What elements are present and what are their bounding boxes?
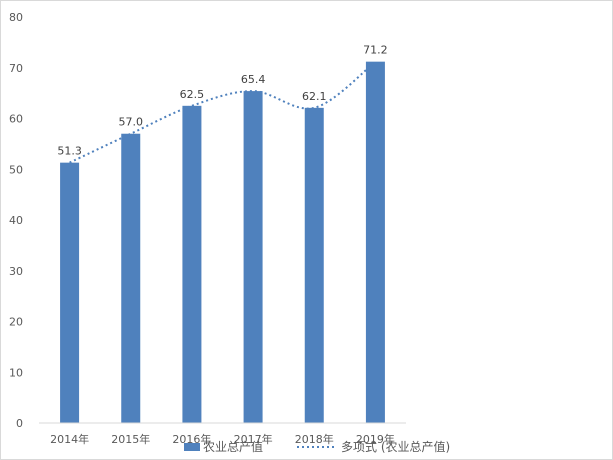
legend-bar-swatch <box>184 443 200 451</box>
data-label: 57.0 <box>119 116 144 129</box>
bar <box>304 107 324 423</box>
bar-series <box>60 61 385 423</box>
bar <box>182 105 202 423</box>
y-axis: 0 10 20 30 40 50 60 70 80 <box>9 11 23 430</box>
data-labels: 51.3 57.0 62.5 65.4 62.1 71.2 <box>57 44 387 158</box>
data-label: 65.4 <box>241 73 266 86</box>
trendline <box>69 60 377 164</box>
bar <box>243 91 263 423</box>
x-tick-label: 2016年 <box>172 432 211 446</box>
y-tick-label: 40 <box>9 214 23 227</box>
y-tick-label: 50 <box>9 163 23 176</box>
x-axis-labels: 2014年 2015年 2016年 2017年 2018年 2019年 <box>50 432 395 446</box>
data-label: 71.2 <box>363 44 388 57</box>
data-label: 62.5 <box>180 88 205 101</box>
legend-bar-label: 农业总产值 <box>203 439 263 454</box>
y-tick-label: 80 <box>9 11 23 24</box>
y-tick-label: 60 <box>9 113 23 126</box>
bar <box>121 133 141 423</box>
bar <box>60 162 80 423</box>
y-tick-label: 30 <box>9 265 23 278</box>
bar <box>365 61 385 423</box>
y-tick-label: 0 <box>16 417 23 430</box>
y-tick-label: 70 <box>9 62 23 75</box>
x-tick-label: 2019年 <box>356 432 395 446</box>
y-tick-label: 10 <box>9 366 23 379</box>
legend: 农业总产值 多项式 (农业总产值) <box>184 439 450 454</box>
x-tick-label: 2018年 <box>295 432 334 446</box>
x-tick-label: 2017年 <box>234 432 273 446</box>
x-tick-label: 2015年 <box>111 432 150 446</box>
legend-trend-label: 多项式 (农业总产值) <box>341 439 450 454</box>
data-label: 51.3 <box>57 145 82 158</box>
data-label: 62.1 <box>302 90 327 103</box>
y-tick-label: 20 <box>9 316 23 329</box>
x-tick-label: 2014年 <box>50 432 89 446</box>
